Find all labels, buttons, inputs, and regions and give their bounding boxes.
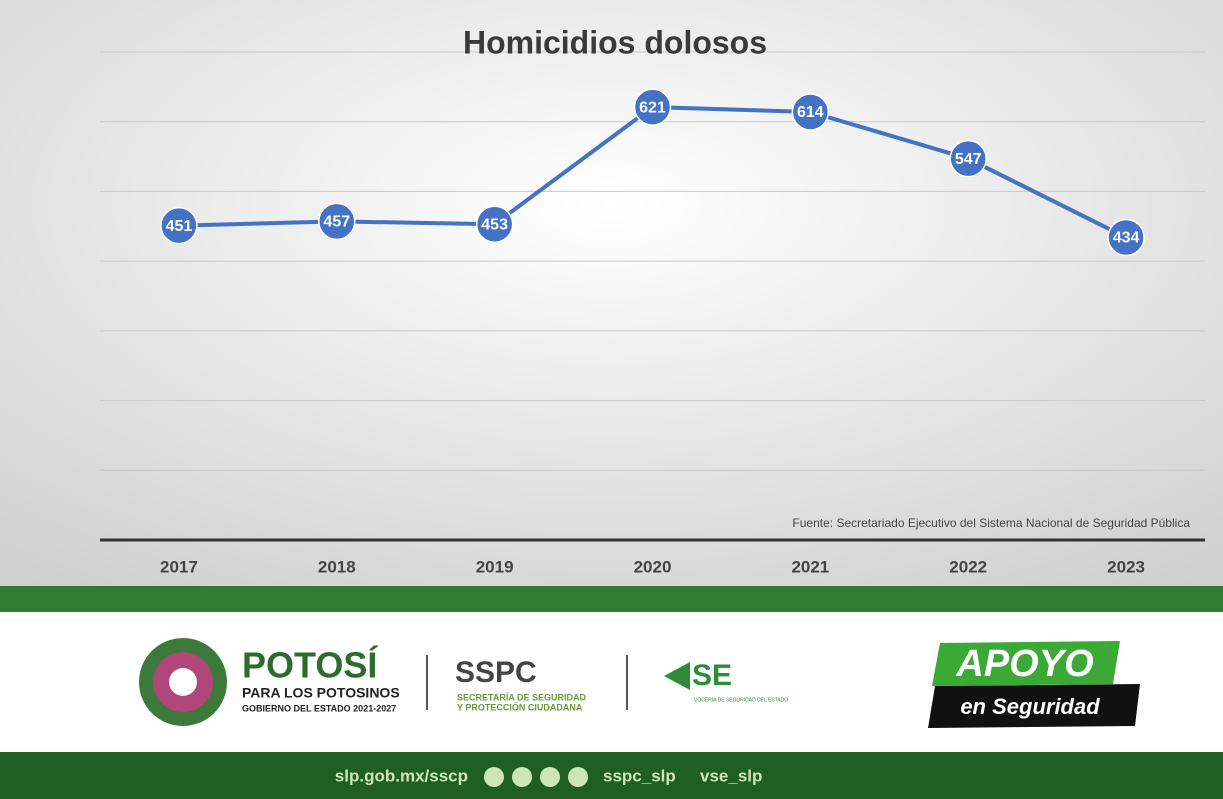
footer-link: vse_slp xyxy=(700,766,762,785)
logo-text: VOCERÍA DE SEGURIDAD DEL ESTADO xyxy=(694,696,788,703)
logo-text: APOYO xyxy=(955,643,1093,685)
data-label: 434 xyxy=(1113,230,1140,247)
marker xyxy=(475,205,514,243)
logo-text: SSPC xyxy=(455,656,537,689)
data-label: 453 xyxy=(481,216,508,233)
social-icons xyxy=(484,767,588,787)
logo-text: GOBIERNO DEL ESTADO 2021-2027 xyxy=(242,703,396,713)
x-tick-label: 2019 xyxy=(476,557,514,576)
logo-text: SE xyxy=(692,659,732,692)
footer-link: sspc_slp xyxy=(603,766,676,785)
x-tick-label: 2023 xyxy=(1107,557,1145,576)
data-label: 621 xyxy=(639,99,666,116)
marker xyxy=(949,139,987,178)
apoyo-badge xyxy=(932,641,1120,686)
marker xyxy=(318,202,356,241)
x-tick-label: 2021 xyxy=(791,557,829,576)
x-tick-label: 2022 xyxy=(949,557,987,576)
logo-text: en Seguridad xyxy=(960,694,1100,719)
logo-text: PARA LOS POTOSINOS xyxy=(242,685,400,701)
data-label: 547 xyxy=(955,151,982,168)
marker xyxy=(791,93,830,131)
x-tick-label: 2017 xyxy=(160,557,198,576)
marker xyxy=(160,206,198,245)
apoyo-badge xyxy=(928,684,1140,728)
footer-stripe xyxy=(0,586,1223,612)
data-label: 451 xyxy=(166,218,193,235)
logo-text: SECRETARÍA DE SEGURIDAD xyxy=(457,692,587,702)
chart-title: Homicidios dolosos xyxy=(463,24,767,60)
logo-text: Y PROTECCIÓN CIUDADANA xyxy=(457,701,583,712)
logo-text: POTOSÍ xyxy=(242,645,378,686)
marker xyxy=(633,88,672,126)
x-tick-label: 2018 xyxy=(318,557,356,576)
chart: 2017 2018 2019 2020 2021 2022 2023 451 457 453 621… xyxy=(100,51,1205,576)
source-note: Fuente: Secretariado Ejecutivo del Siste… xyxy=(792,516,1190,530)
potosi-emblem xyxy=(139,638,227,726)
marker xyxy=(1107,218,1145,257)
data-label: 614 xyxy=(797,104,824,121)
x-tick-label: 2020 xyxy=(634,557,672,576)
footer-bar xyxy=(0,752,1223,799)
vse-mark xyxy=(664,662,690,690)
data-label: 457 xyxy=(323,214,350,231)
footer-link: slp.gob.mx/sscp xyxy=(335,766,468,785)
chart-background xyxy=(0,0,1223,586)
